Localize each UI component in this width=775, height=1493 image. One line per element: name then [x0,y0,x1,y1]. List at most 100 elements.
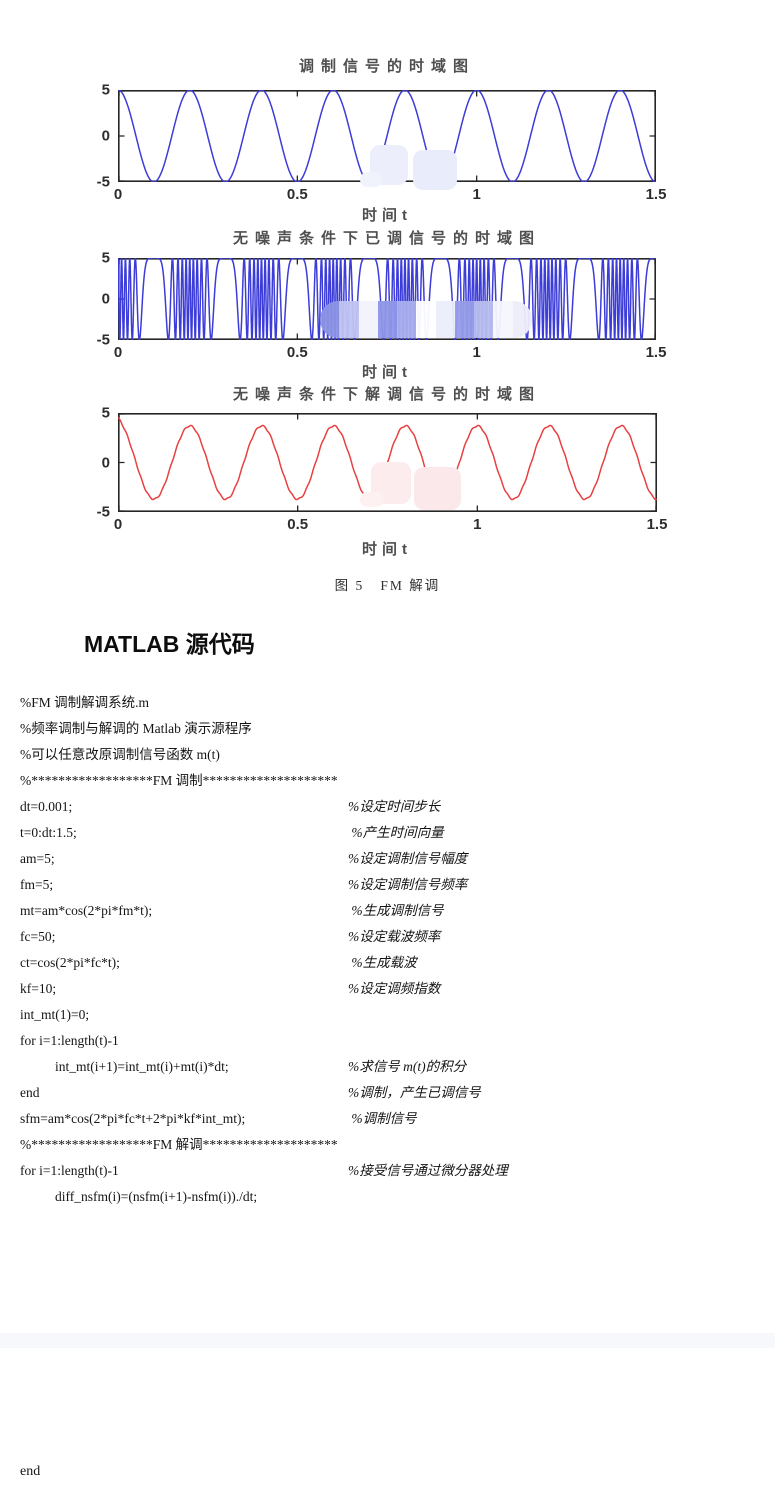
code-text: kf=10; [20,981,57,996]
watermark-blob [360,172,382,187]
y-tick-label: 0 [101,454,110,471]
x-tick-label: 0 [113,186,123,203]
code-line: fm=5; %设定调制信号频率 [20,872,760,898]
plot3-title: 无噪声条件下解调信号的时域图 [232,386,541,403]
code-comment: %生成调制信号 [348,903,444,918]
plot2-title: 无噪声条件下已调信号的时域图 [232,230,541,247]
code-trailing-end: end [20,1464,41,1479]
code-text: %FM 调制解调系统.m [20,695,150,710]
x-tick-label: 1.5 [645,344,667,361]
plot1-x-axis-label: 时间t [362,207,412,224]
code-line: end %调制，产生已调信号 [20,1080,760,1106]
x-tick-label: 0.5 [286,344,308,361]
y-tick-label: -5 [96,503,110,521]
code-comment: %设定调频指数 [348,981,441,996]
code-comment: %设定时间步长 [348,799,441,814]
code-line: %FM 调制解调系统.m [20,690,760,716]
code-line: sfm=am*cos(2*pi*fc*t+2*pi*kf*int_mt); %调… [20,1106,760,1132]
code-comment: %调制，产生已调信号 [348,1085,481,1100]
code-line: for i=1:length(t)-1 %接受信号通过微分器处理 [20,1158,760,1184]
code-comment: %产生时间向量 [348,825,444,840]
plot1-y-axis-ticks: 5 0 -5 [76,82,112,191]
code-text: dt=0.001; [20,799,73,814]
code-text: %频率调制与解调的 Matlab 演示源程序 [20,721,252,736]
code-text: int_mt(i+1)=int_mt(i)+mt(i)*dt; [55,1059,229,1074]
code-text: int_mt(1)=0; [20,1007,90,1022]
plot2-area [118,258,656,340]
code-text: %******************FM 调制****************… [20,773,338,788]
code-text: ct=cos(2*pi*fc*t); [20,955,120,970]
waveform-path [118,258,656,340]
x-tick-label: 0 [113,344,123,361]
x-tick-label: 0.5 [286,186,308,203]
code-text: %可以任意改原调制信号函数 m(t) [20,747,220,762]
x-tick-label: 1.5 [645,186,667,203]
plot2-x-axis-label: 时间t [362,364,412,381]
code-comment: %设定载波频率 [348,929,441,944]
plot2-x-axis-ticks: 0 0.5 1 1.5 [114,344,667,362]
plot3-x-axis-ticks: 0 0.5 1 1.5 [114,516,668,534]
code-text: fm=5; [20,877,54,892]
code-text: for i=1:length(t)-1 [20,1033,119,1048]
y-tick-label: 5 [101,404,110,422]
code-text: am=5; [20,851,55,866]
code-line: mt=am*cos(2*pi*fm*t); %生成调制信号 [20,898,760,924]
plot3-y-axis-ticks: 5 0 -5 [76,405,112,521]
section-heading: MATLAB 源代码 [84,631,255,657]
x-tick-label: 0.5 [287,516,309,533]
code-comment: %设定调制信号幅度 [348,851,468,866]
code-text: mt=am*cos(2*pi*fm*t); [20,903,153,918]
code-line: int_mt(i+1)=int_mt(i)+mt(i)*dt; %求信号 m(t)… [20,1054,760,1080]
code-comment: %生成载波 [348,955,417,970]
code-comment: %接受信号通过微分器处理 [348,1163,508,1178]
axis-tick-marks [118,90,656,182]
watermark-mosaic [320,301,532,338]
watermark-blob [360,492,384,507]
x-tick-label: 0 [113,516,123,533]
code-line: fc=50; %设定载波频率 [20,924,760,950]
code-line: diff_nsfm(i)=(nsfm(i+1)-nsfm(i))./dt; [20,1184,760,1210]
watermark-blob [414,467,461,510]
code-line: for i=1:length(t)-1 [20,1028,760,1054]
code-text: end [20,1085,40,1100]
axis-frame [118,413,657,512]
code-line: dt=0.001; %设定时间步长 [20,794,760,820]
code-text: fc=50; [20,929,56,944]
page-break-band [0,1333,775,1348]
x-tick-label: 1 [472,186,481,203]
waveform-path [118,90,656,182]
code-line: int_mt(1)=0; [20,1002,760,1028]
code-line: %可以任意改原调制信号函数 m(t) [20,742,760,768]
code-comment: %求信号 m(t)的积分 [348,1059,467,1074]
figure-caption: 图 5 FM 解调 [334,578,441,593]
code-text: t=0:dt:1.5; [20,825,77,840]
x-tick-label: 1.5 [646,516,668,533]
y-tick-label: 0 [101,290,110,308]
code-block: %FM 调制解调系统.m %频率调制与解调的 Matlab 演示源程序 %可以任意改… [20,690,760,1210]
code-line: %******************FM 解调****************… [20,1132,760,1158]
code-comment: %设定调制信号频率 [348,877,468,892]
code-line: t=0:dt:1.5; %产生时间向量 [20,820,760,846]
plot1-x-axis-ticks: 0 0.5 1 1.5 [114,186,667,204]
plot3-x-axis-label: 时间t [362,541,412,558]
code-line: ct=cos(2*pi*fc*t); %生成载波 [20,950,760,976]
code-line: %频率调制与解调的 Matlab 演示源程序 [20,716,760,742]
code-text: diff_nsfm(i)=(nsfm(i+1)-nsfm(i))./dt; [55,1189,258,1204]
x-tick-label: 1 [472,344,481,361]
plot2-waveform-svg [118,258,656,340]
y-tick-label: -5 [96,173,110,191]
code-line: kf=10; %设定调频指数 [20,976,760,1002]
y-tick-label: -5 [96,331,110,349]
code-line: %******************FM 调制****************… [20,768,760,794]
code-text: %******************FM 解调****************… [20,1137,338,1152]
code-comment: %调制信号 [348,1111,417,1126]
code-text: for i=1:length(t)-1 [20,1163,119,1178]
code-text: sfm=am*cos(2*pi*fc*t+2*pi*kf*int_mt); [20,1111,246,1126]
plot2-y-axis-ticks: 5 0 -5 [76,250,112,349]
y-tick-label: 0 [101,127,110,145]
code-line: am=5; %设定调制信号幅度 [20,846,760,872]
watermark-blob [413,150,457,190]
y-tick-label: 5 [101,249,110,267]
y-tick-label: 5 [101,81,110,99]
